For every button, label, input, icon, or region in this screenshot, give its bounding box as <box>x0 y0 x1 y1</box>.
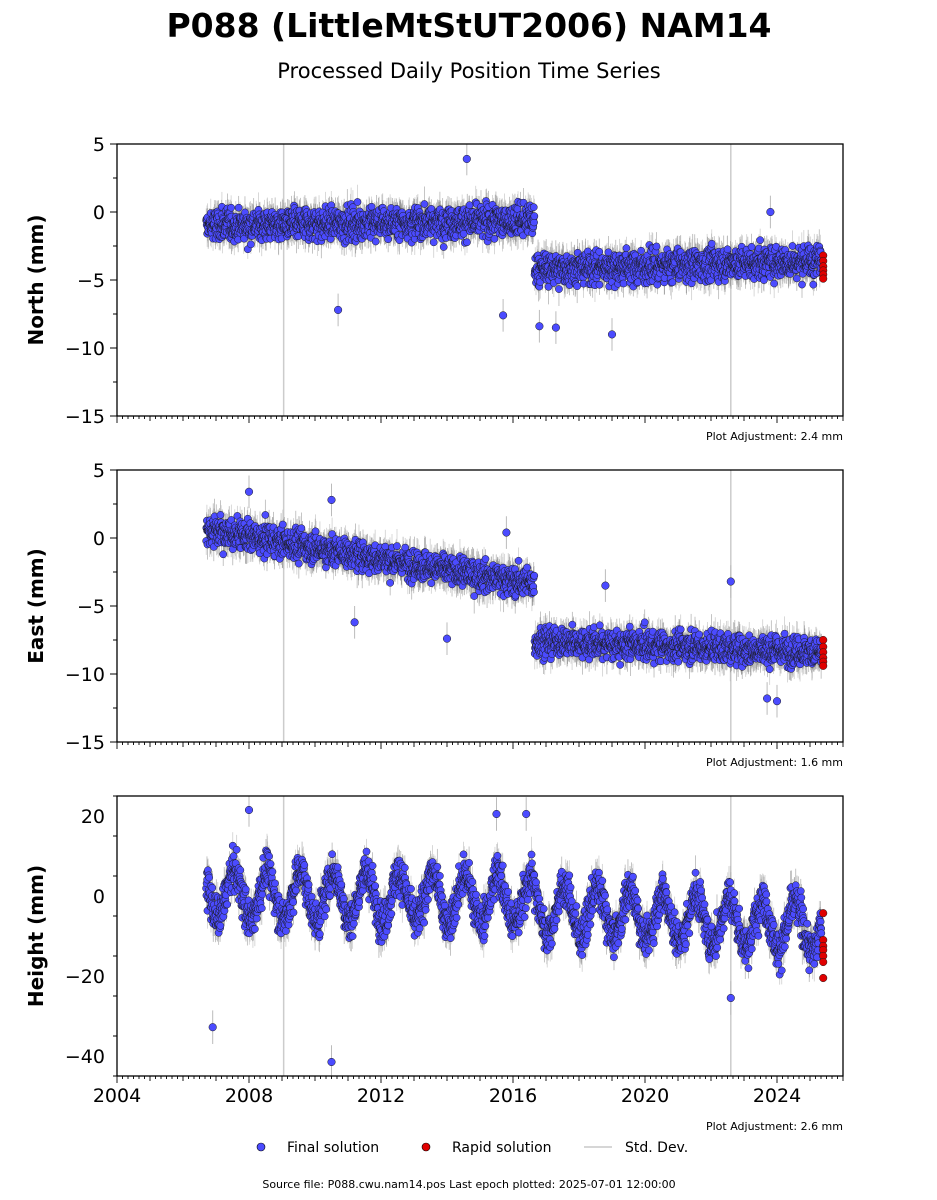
y-tick-label: 5 <box>93 134 105 156</box>
final-point <box>384 235 393 244</box>
figure-title: P088 (LittleMtStUT2006) NAM14 <box>166 6 771 45</box>
final-point <box>573 282 582 291</box>
final-point <box>756 236 765 245</box>
final-point <box>668 278 677 287</box>
final-point <box>595 247 604 256</box>
final-point <box>619 279 628 288</box>
y-tick-label: −10 <box>65 338 105 360</box>
final-point <box>792 274 801 283</box>
figure-subtitle: Processed Daily Position Time Series <box>277 59 661 83</box>
final-point <box>429 238 438 247</box>
final-point <box>535 322 544 331</box>
final-point <box>798 280 806 289</box>
final-point <box>234 203 243 212</box>
y-tick-label: 0 <box>93 202 105 224</box>
final-point <box>595 280 604 289</box>
final-point <box>463 238 471 247</box>
axes-frame <box>116 143 844 417</box>
final-point <box>227 203 235 212</box>
final-point <box>770 279 779 288</box>
final-point <box>499 311 508 320</box>
final-point <box>551 323 560 332</box>
final-point <box>462 154 471 164</box>
final-point <box>334 305 343 314</box>
final-point <box>247 240 255 249</box>
final-point <box>723 245 732 254</box>
final-point <box>555 285 563 293</box>
final-point <box>766 207 775 217</box>
plot-area <box>202 144 828 416</box>
final-point <box>420 200 429 208</box>
final-point <box>788 242 797 250</box>
final-point <box>652 242 661 251</box>
final-point <box>707 239 716 248</box>
final-point <box>637 246 645 255</box>
final-point <box>622 244 631 252</box>
y-tick-label: −5 <box>77 270 105 292</box>
final-point <box>371 237 380 246</box>
final-point <box>747 243 756 251</box>
y-tick-label: −15 <box>65 406 105 428</box>
final-point <box>529 203 538 212</box>
final-point <box>439 243 448 251</box>
final-point <box>809 280 818 289</box>
final-point <box>530 212 539 220</box>
final-point <box>607 330 617 339</box>
rapid-point <box>819 274 828 283</box>
final-point <box>634 278 642 287</box>
final-point <box>353 198 362 206</box>
